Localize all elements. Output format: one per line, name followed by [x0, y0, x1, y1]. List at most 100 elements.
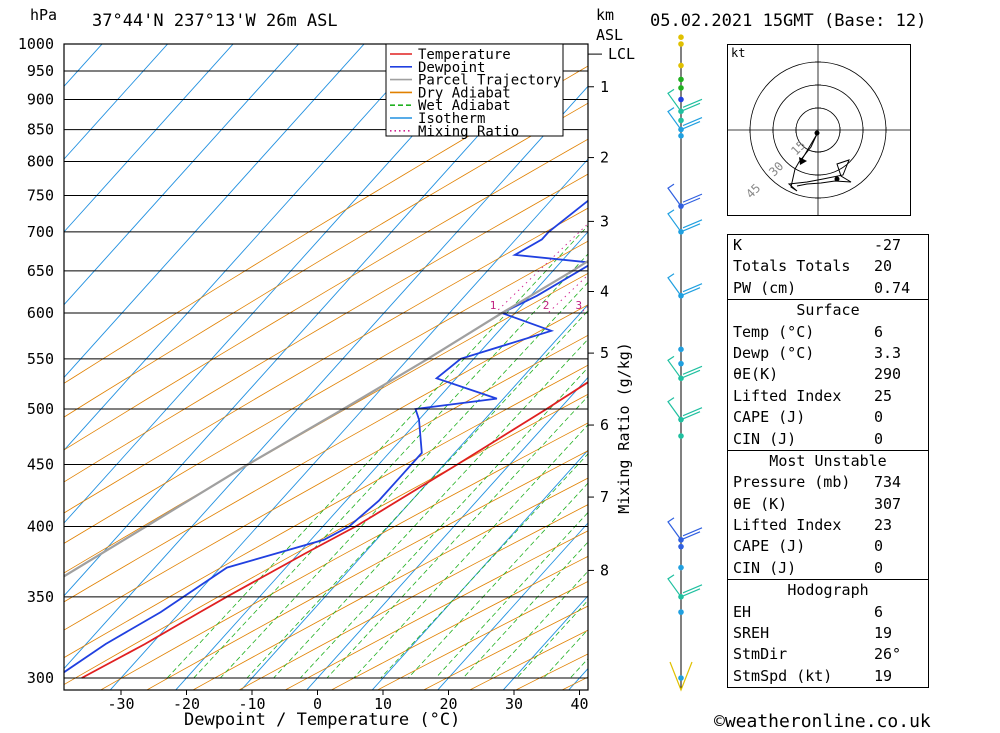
mixing-ratio-label: 6: [635, 299, 642, 312]
hpa-unit-label: hPa: [30, 6, 58, 24]
isotherm-line: [175, 231, 588, 690]
mu-cin-value: 0: [874, 558, 884, 577]
pressure-tick-label: 350: [27, 588, 54, 606]
wet-adiabat-line: [166, 225, 588, 679]
totals-value: 20: [874, 257, 893, 276]
dry-adiabat-line: [64, 364, 588, 659]
wind-barb-feather: [682, 584, 703, 594]
wind-barb-feather: [682, 527, 703, 537]
wind-barb-feather: [680, 588, 701, 598]
legend-label: Dry Adiabat: [418, 85, 511, 101]
km-tick-label: 2: [600, 149, 609, 167]
pressure-tick-label: 950: [27, 62, 54, 80]
dry-adiabat-line: [64, 393, 588, 686]
surface-theta-e-label: θE(K): [733, 365, 779, 384]
mixing-ratio-axis-label: Mixing Ratio (g/kg): [615, 342, 633, 514]
mu-li-value: 23: [874, 516, 893, 535]
wind-barb: [667, 397, 682, 420]
x-tick-label: 10: [374, 695, 392, 713]
km-tick-label: 4: [600, 282, 609, 300]
wind-level-marker: [678, 133, 684, 139]
mixing-ratio-label: 2: [543, 299, 550, 312]
wind-barb-feather: [680, 121, 701, 131]
isotherm-line: [64, 44, 431, 451]
wind-barb-feather: [680, 223, 701, 233]
sreh-value: 19: [874, 624, 893, 643]
surface-temp-label: Temp (°C): [733, 322, 815, 341]
dry-adiabat-line: [238, 504, 588, 690]
copyright-link[interactable]: ©weatheronline.co.uk: [714, 711, 931, 732]
wind-barb-feather: [680, 531, 701, 541]
eh-label: EH: [733, 602, 752, 621]
wind-barb-feather: [682, 407, 703, 417]
k-index-label: K: [733, 236, 743, 254]
wind-barb-feather: [680, 369, 701, 379]
legend-label: Dewpoint: [418, 60, 485, 76]
asl-unit-label: ASL: [596, 26, 624, 44]
station-location: 37°44'N 237°13'W 26m ASL: [92, 11, 338, 31]
mixing-ratio-label: 10: [678, 299, 691, 312]
sreh-label: SREH: [733, 624, 770, 643]
wind-barb-feather: [680, 287, 701, 297]
surface-cin-label: CIN (J): [733, 429, 797, 448]
wind-barb-feather: [682, 193, 703, 203]
eh-value: 6: [874, 602, 884, 621]
wet-adiabat-line: [380, 453, 588, 679]
surface-li-label: Lifted Index: [733, 386, 842, 405]
mixing-ratio-label: 1: [490, 299, 497, 312]
series-parcel-trajectory: [64, 259, 588, 578]
surface-cape-label: CAPE (J): [733, 408, 806, 427]
dry-adiabat-line: [192, 477, 588, 690]
legend-label: Parcel Trajectory: [418, 73, 561, 89]
surface-wind-barb: [669, 661, 693, 692]
x-tick-label: 30: [505, 695, 523, 713]
wind-profile: [667, 34, 703, 692]
pressure-tick-label: 650: [27, 262, 54, 280]
wind-barb: [667, 88, 682, 112]
dry-adiabat-line: [64, 272, 588, 574]
isotherm-line: [109, 158, 588, 690]
isotherm-line: [240, 303, 588, 690]
pressure-tick-label: 450: [27, 455, 54, 473]
sounding-datetime: 05.02.2021 15GMT (Base: 12): [650, 11, 927, 31]
wet-adiabat-line: [273, 338, 588, 679]
dry-adiabat-line: [64, 207, 588, 514]
isotherm-line: [502, 595, 588, 690]
x-axis-label: Dewpoint / Temperature (°C): [184, 710, 461, 730]
wind-barb-feather: [680, 102, 701, 112]
surface-section-title: Surface: [728, 299, 928, 321]
dry-adiabat-line: [99, 422, 588, 690]
km-tick-label: 7: [600, 488, 609, 506]
mu-theta-e-label: θE (K): [733, 494, 788, 513]
x-tick-label: -30: [107, 695, 134, 713]
wet-adiabat-line: [193, 253, 588, 679]
k-index-value: -27: [874, 236, 902, 254]
stmdir-value: 26°: [874, 645, 902, 664]
km-tick-label: 8: [600, 561, 609, 579]
stmspd-label: StmSpd (kt): [733, 666, 833, 685]
km-unit-label: km: [596, 6, 615, 24]
wind-barb-feather: [680, 411, 701, 421]
totals-label: Totals Totals: [733, 257, 851, 276]
pressure-tick-label: 550: [27, 350, 54, 368]
wind-level-marker: [678, 675, 684, 681]
dry-adiabat-line: [64, 102, 588, 418]
isotherm-line: [64, 44, 169, 160]
isotherm-line: [371, 449, 588, 690]
wind-barb-feather: [682, 283, 703, 293]
plot-area: 1 2 3 4 6 8 10 15 20 25: [64, 44, 691, 690]
pressure-tick-label: 400: [27, 518, 54, 536]
wind-level-marker: [678, 34, 684, 40]
wind-barb: [667, 574, 682, 598]
wet-adiabat-line: [326, 395, 588, 679]
wind-level-marker: [678, 117, 684, 124]
wet-adiabat-line: [353, 424, 588, 679]
isotherm-line: [64, 44, 300, 306]
isotherm-line: [64, 44, 234, 233]
isotherm-line: [64, 44, 103, 88]
wind-barb-feather: [682, 365, 703, 375]
lcl-label: LCL: [608, 45, 635, 63]
indices-table: K -27 Totals Totals 20 PW (cm) 0.74 Surface…: [727, 234, 929, 689]
mu-cape-label: CAPE (J): [733, 537, 806, 556]
